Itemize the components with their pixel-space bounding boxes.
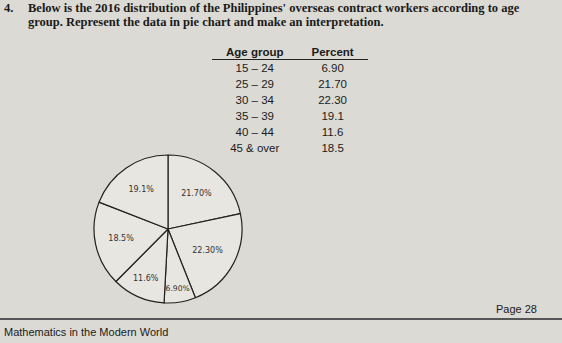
svg-text:11.6%: 11.6%: [133, 274, 159, 283]
html-text:25 – 29: 25 – 29: [235, 78, 274, 90]
html-text:22.30: 22.30: [318, 94, 347, 106]
svg-text:18.5%: 18.5%: [108, 234, 134, 243]
html-text:Mathematics in the Modern Worl: Mathematics in the Modern World: [4, 326, 169, 338]
svg-text:19.1%: 19.1%: [128, 185, 154, 194]
html-text:Below is the 2016 distribution: Below is the 2016 distribution of the Ph…: [28, 1, 520, 29]
html-text:18.5: 18.5: [321, 142, 344, 154]
html-text:30 – 34: 30 – 34: [235, 94, 274, 106]
html-text:Page 28: Page 28: [496, 303, 537, 315]
svg-text:6.90%: 6.90%: [166, 284, 190, 293]
html-text:4.: 4.: [4, 1, 14, 15]
html-text:6.90: 6.90: [321, 62, 344, 74]
html-text:Percent: Percent: [311, 46, 354, 58]
html-text:15 – 24: 15 – 24: [235, 62, 274, 74]
html-text:21.70: 21.70: [318, 78, 347, 90]
html-text:11.6: 11.6: [321, 126, 344, 138]
html-text:35 – 39: 35 – 39: [235, 110, 274, 122]
html-text:45 & over: 45 & over: [230, 142, 280, 154]
html-text:40 – 44: 40 – 44: [235, 126, 274, 138]
svg-text:22.30%: 22.30%: [192, 246, 223, 255]
html-text:19.1: 19.1: [321, 110, 344, 122]
svg-text:21.70%: 21.70%: [181, 189, 212, 198]
html-text:Age group: Age group: [226, 46, 284, 58]
